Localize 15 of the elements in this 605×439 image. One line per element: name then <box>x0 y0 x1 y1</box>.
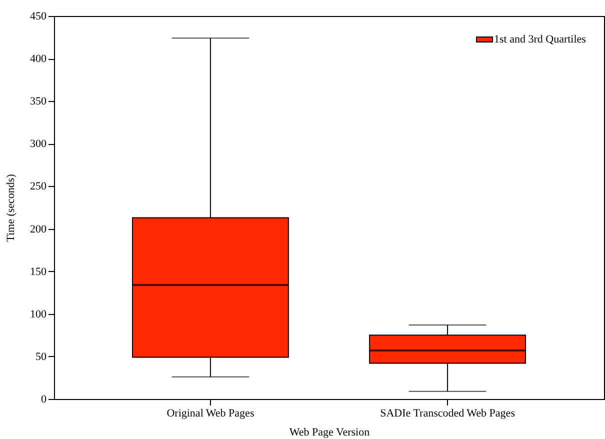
y-tick-label: 400 <box>30 53 47 66</box>
y-tick-label: 350 <box>30 96 47 108</box>
x-tick-label: Original Web Pages <box>166 408 254 420</box>
x-tick-label: SADIe Transcoded Web Pages <box>380 408 515 420</box>
y-tick-label: 300 <box>30 138 47 150</box>
y-tick-label: 200 <box>30 223 47 236</box>
legend-label: 1st and 3rd Quartiles <box>494 34 586 46</box>
y-tick-label: 0 <box>41 394 47 406</box>
y-tick-label: 50 <box>36 350 47 363</box>
y-tick-label: 250 <box>30 180 47 193</box>
y-tick-label: 150 <box>30 266 47 278</box>
y-tick-label: 100 <box>30 308 47 320</box>
y-axis-title: Time (seconds) <box>5 174 17 242</box>
x-axis-title: Web Page Version <box>289 426 370 438</box>
y-tick-label: 450 <box>30 10 47 22</box>
